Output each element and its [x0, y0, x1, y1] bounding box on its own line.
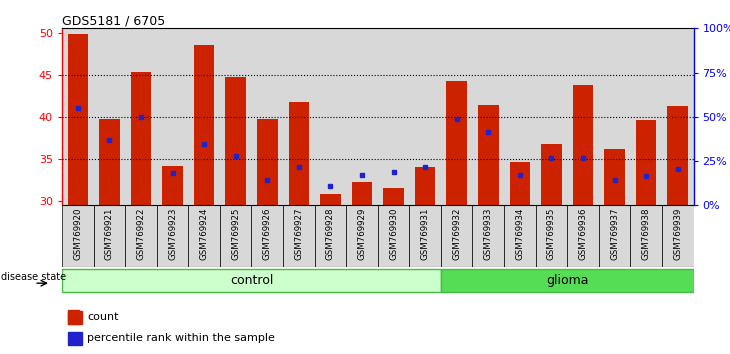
Bar	[194, 45, 215, 205]
Text: GSM769934: GSM769934	[515, 207, 524, 260]
Bar	[69, 310, 80, 324]
Bar	[541, 144, 561, 205]
Text: GSM769932: GSM769932	[452, 207, 461, 260]
Text: GSM769933: GSM769933	[484, 207, 493, 260]
Bar	[126, 205, 157, 267]
Bar	[68, 34, 88, 205]
Text: GSM769930: GSM769930	[389, 207, 398, 260]
Bar	[441, 269, 694, 292]
Text: GSM769923: GSM769923	[168, 207, 177, 260]
Bar	[252, 205, 283, 267]
Bar	[188, 205, 220, 267]
Text: GSM769920: GSM769920	[73, 207, 82, 260]
Bar	[472, 28, 504, 205]
Text: GDS5181 / 6705: GDS5181 / 6705	[62, 14, 165, 27]
Bar	[126, 28, 157, 205]
Text: GSM769938: GSM769938	[642, 207, 650, 260]
Text: count: count	[88, 312, 119, 322]
Bar	[346, 205, 378, 267]
Bar	[69, 332, 82, 345]
Text: disease state: disease state	[1, 272, 66, 281]
Bar	[410, 205, 441, 267]
Text: GSM769928: GSM769928	[326, 207, 335, 260]
Bar	[604, 149, 625, 205]
Text: GSM769939: GSM769939	[673, 207, 683, 259]
Bar	[188, 28, 220, 205]
Text: GSM769935: GSM769935	[547, 207, 556, 260]
Bar	[441, 28, 472, 205]
Bar	[226, 77, 246, 205]
Bar	[157, 28, 188, 205]
Bar	[415, 166, 435, 205]
Text: GSM769922: GSM769922	[137, 207, 145, 260]
Text: percentile rank within the sample: percentile rank within the sample	[88, 333, 275, 343]
Bar	[69, 311, 82, 324]
Bar	[567, 205, 599, 267]
Bar	[631, 205, 662, 267]
Bar	[472, 205, 504, 267]
Bar	[315, 28, 346, 205]
Bar	[504, 205, 536, 267]
Text: GSM769921: GSM769921	[105, 207, 114, 260]
Bar	[567, 28, 599, 205]
Bar	[62, 205, 93, 267]
Text: GSM769927: GSM769927	[294, 207, 304, 260]
Text: control: control	[230, 274, 273, 286]
Bar	[220, 28, 251, 205]
Bar	[536, 205, 567, 267]
Bar	[288, 102, 309, 205]
Text: GSM769924: GSM769924	[199, 207, 209, 260]
Bar	[315, 205, 346, 267]
Bar	[662, 28, 694, 205]
Bar	[346, 28, 378, 205]
Bar	[283, 205, 315, 267]
Bar	[220, 205, 251, 267]
Bar	[667, 106, 688, 205]
Bar	[352, 182, 372, 205]
Bar	[257, 119, 277, 205]
Bar	[62, 269, 441, 292]
Bar	[99, 119, 120, 205]
Bar	[93, 205, 126, 267]
Bar	[378, 205, 410, 267]
Bar	[441, 205, 472, 267]
Bar	[636, 120, 656, 205]
Bar	[320, 194, 341, 205]
Bar	[573, 85, 593, 205]
Bar	[157, 205, 188, 267]
Text: GSM769937: GSM769937	[610, 207, 619, 260]
Bar	[93, 28, 126, 205]
Text: GSM769931: GSM769931	[420, 207, 430, 260]
Bar	[662, 205, 694, 267]
Bar	[378, 28, 410, 205]
Text: GSM769936: GSM769936	[578, 207, 588, 260]
Bar	[162, 166, 182, 205]
Bar	[599, 205, 631, 267]
Bar	[447, 81, 467, 205]
Bar	[252, 28, 283, 205]
Bar	[410, 28, 441, 205]
Bar	[510, 162, 530, 205]
Bar	[131, 72, 151, 205]
Text: GSM769925: GSM769925	[231, 207, 240, 260]
Bar	[599, 28, 631, 205]
Bar	[631, 28, 662, 205]
Text: GSM769926: GSM769926	[263, 207, 272, 260]
Bar	[504, 28, 536, 205]
Bar	[383, 188, 404, 205]
Bar	[536, 28, 567, 205]
Text: GSM769929: GSM769929	[358, 207, 366, 259]
Bar	[478, 105, 499, 205]
Bar	[283, 28, 315, 205]
Bar	[62, 28, 93, 205]
Text: glioma: glioma	[546, 274, 588, 286]
